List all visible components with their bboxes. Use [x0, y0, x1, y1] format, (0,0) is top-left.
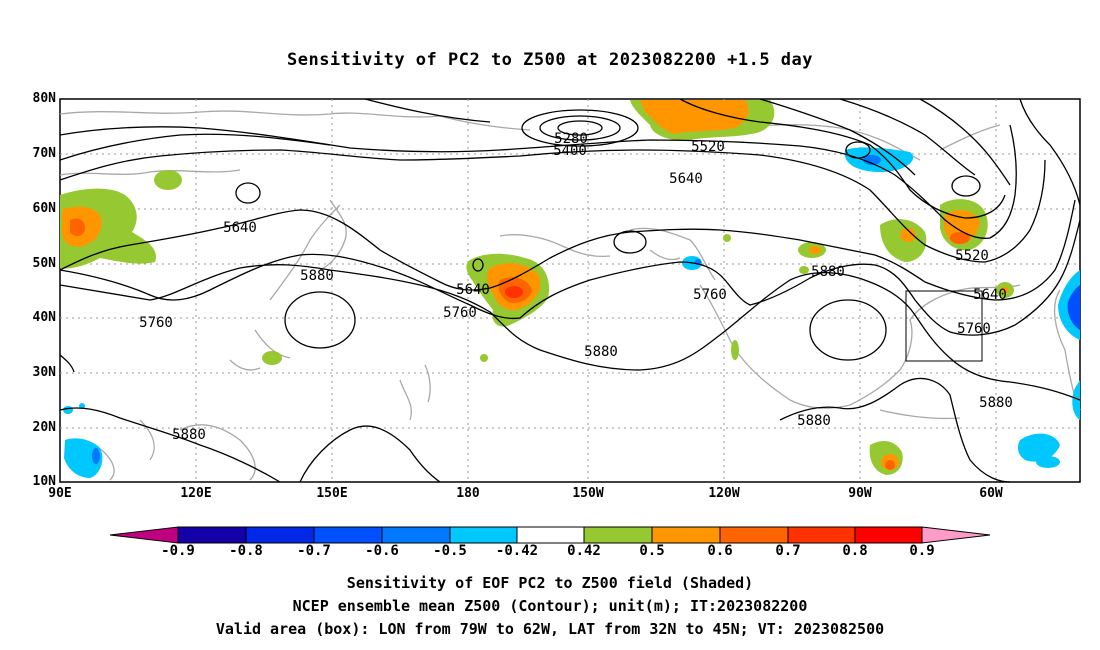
colorbar [109, 526, 991, 544]
colorbar-label: -0.42 [495, 543, 539, 559]
colorbar-swatch [921, 526, 991, 544]
contour-label: 5760 [693, 287, 727, 303]
valid-area-box [905, 290, 983, 362]
sensitivity-shading [60, 100, 1080, 478]
caption-line-3: Valid area (box): LON from 79W to 62W, L… [215, 620, 885, 638]
contour-label: 5520 [955, 248, 989, 264]
contour-label: 5640 [456, 282, 490, 298]
colorbar-swatch [177, 526, 247, 544]
contour-label: 5760 [957, 321, 991, 337]
lat-tick-label: 70N [32, 146, 56, 161]
contour-label-group: 5280 5400 5520 5640 5640 5640 5640 5760 … [139, 131, 1013, 443]
contour-label: 5640 [223, 220, 257, 236]
colorbar-swatch [516, 526, 585, 544]
lon-tick-label: 150E [316, 486, 348, 501]
colorbar-swatch [719, 526, 789, 544]
lat-tick-label: 10N [32, 474, 56, 489]
lat-tick-label: 30N [32, 365, 56, 380]
contour-label: 5880 [979, 395, 1013, 411]
colorbar-swatch [583, 526, 653, 544]
positive-region-east [723, 199, 1014, 475]
positive-region-west [60, 170, 282, 365]
contour-label: 5880 [300, 268, 334, 284]
graticule [60, 99, 1080, 482]
contour-label: 5640 [669, 171, 703, 187]
caption-line-2: NCEP ensemble mean Z500 (Contour); unit(… [292, 597, 808, 615]
negative-regions [63, 147, 1080, 478]
positive-region-arctic [630, 100, 775, 141]
colorbar-label: 0.42 [567, 543, 601, 559]
contour-label: 5640 [973, 287, 1007, 303]
lon-tick-label: 120W [708, 486, 740, 501]
colorbar-label: -0.7 [297, 543, 331, 559]
colorbar-label: 0.5 [639, 543, 665, 559]
colorbar-swatch [245, 526, 315, 544]
colorbar-swatch [109, 526, 179, 544]
colorbar-label: 0.9 [909, 543, 935, 559]
lon-tick-label: 60W [979, 486, 1003, 501]
contour-label: 5880 [811, 264, 845, 280]
lon-tick-label: 150W [572, 486, 604, 501]
contour-label: 5520 [691, 139, 725, 155]
contour-label: 5760 [443, 305, 477, 321]
lon-tick-label: 120E [180, 486, 212, 501]
contour-label: 5880 [584, 344, 618, 360]
contour-label: 5280 [554, 131, 588, 147]
colorbar-swatch [651, 526, 721, 544]
colorbar-swatch [381, 526, 451, 544]
colorbar-label: -0.5 [433, 543, 467, 559]
colorbar-label: 0.6 [707, 543, 733, 559]
colorbar-swatch [787, 526, 856, 544]
contour-label: 5760 [139, 315, 173, 331]
lat-tick-label: 40N [32, 310, 56, 325]
colorbar-swatch [449, 526, 518, 544]
colorbar-label: -0.9 [161, 543, 195, 559]
colorbar-label: 0.8 [842, 543, 868, 559]
caption-line-1: Sensitivity of EOF PC2 to Z500 field (Sh… [346, 574, 754, 592]
contour-label: 5880 [172, 427, 206, 443]
colorbar-swatch [313, 526, 383, 544]
z500-contours [59, 98, 1081, 483]
lon-tick-label: 90E [48, 486, 72, 501]
lon-tick-label: 90W [848, 486, 872, 501]
contour-label: 5880 [797, 413, 831, 429]
colorbar-label: -0.6 [365, 543, 399, 559]
lat-tick-label: 20N [32, 420, 56, 435]
contour-label: 5400 [553, 143, 587, 159]
lat-tick-label: 60N [32, 201, 56, 216]
colorbar-swatch [854, 526, 923, 544]
lat-tick-label: 50N [32, 256, 56, 271]
map-title: Sensitivity of PC2 to Z500 at 2023082200… [286, 50, 813, 70]
colorbar-label: -0.8 [229, 543, 263, 559]
lon-tick-label: 180 [456, 486, 480, 501]
positive-region-dateline [466, 253, 550, 362]
lat-tick-label: 80N [32, 91, 56, 106]
colorbar-label: 0.7 [775, 543, 801, 559]
